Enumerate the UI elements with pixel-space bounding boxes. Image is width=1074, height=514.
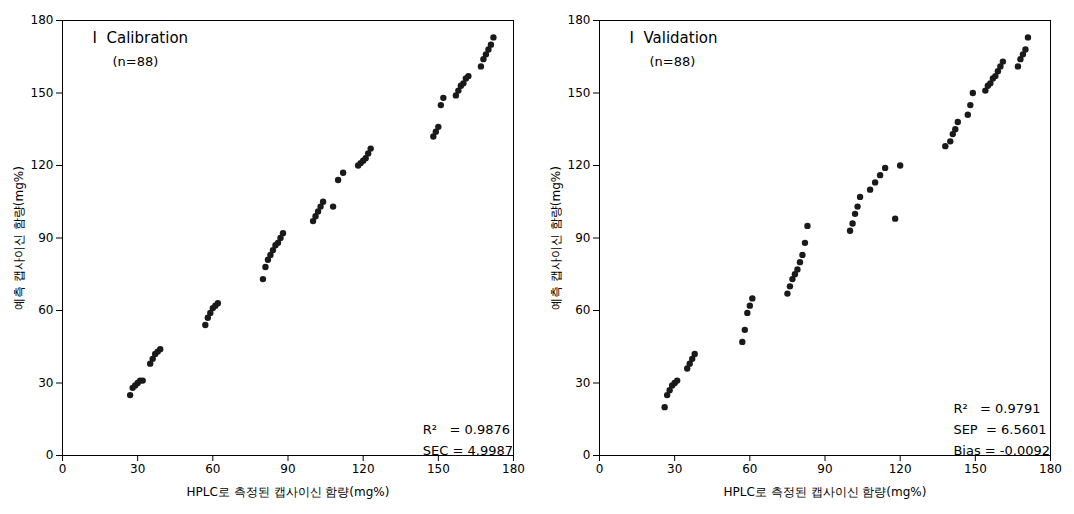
svg-text:R² = 0.9876SEC = 4.9987: R² = 0.9876SEC = 4.9987 — [423, 422, 513, 458]
svg-text:180: 180 — [568, 13, 591, 27]
svg-text:150: 150 — [31, 86, 54, 100]
svg-text:180: 180 — [31, 13, 54, 27]
svg-text:예측 캡사이신 함량(mg%): 예측 캡사이신 함량(mg%) — [549, 166, 563, 310]
svg-text:30: 30 — [38, 376, 53, 390]
svg-text:예측 캡사이신 함량(mg%): 예측 캡사이신 함량(mg%) — [12, 166, 26, 310]
svg-text:I Calibration: I Calibration — [93, 29, 189, 47]
svg-text:R² = 0.9791SEP = 6.5601Bias: R² = 0.9791SEP = 6.5601Bias = -0.0092 — [953, 401, 1050, 458]
svg-text:120: 120 — [889, 462, 912, 476]
svg-text:180: 180 — [502, 462, 525, 476]
svg-text:150: 150 — [964, 462, 987, 476]
svg-text:(n=88): (n=88) — [650, 54, 696, 69]
svg-text:60: 60 — [205, 462, 220, 476]
svg-text:(n=88): (n=88) — [113, 54, 159, 69]
svg-text:HPLC로 측정된 캡사이신 함량(mg%): HPLC로 측정된 캡사이신 함량(mg%) — [187, 485, 390, 499]
svg-text:0: 0 — [596, 462, 604, 476]
svg-text:120: 120 — [568, 158, 591, 172]
svg-text:60: 60 — [742, 462, 757, 476]
svg-text:60: 60 — [38, 303, 53, 317]
svg-text:I Validation: I Validation — [630, 29, 718, 47]
svg-text:30: 30 — [130, 462, 145, 476]
svg-text:0: 0 — [583, 448, 591, 462]
svg-text:90: 90 — [575, 231, 590, 245]
svg-text:30: 30 — [667, 462, 682, 476]
svg-text:90: 90 — [38, 231, 53, 245]
svg-text:0: 0 — [46, 448, 54, 462]
svg-text:120: 120 — [352, 462, 375, 476]
svg-text:HPLC로 측정된 캡사이신 함량(mg%): HPLC로 측정된 캡사이신 함량(mg%) — [724, 485, 927, 499]
svg-text:150: 150 — [568, 86, 591, 100]
svg-text:90: 90 — [817, 462, 832, 476]
svg-text:150: 150 — [427, 462, 450, 476]
svg-text:60: 60 — [575, 303, 590, 317]
svg-text:180: 180 — [1039, 462, 1062, 476]
svg-text:0: 0 — [59, 462, 67, 476]
svg-text:120: 120 — [31, 158, 54, 172]
svg-text:90: 90 — [280, 462, 295, 476]
svg-text:30: 30 — [575, 376, 590, 390]
